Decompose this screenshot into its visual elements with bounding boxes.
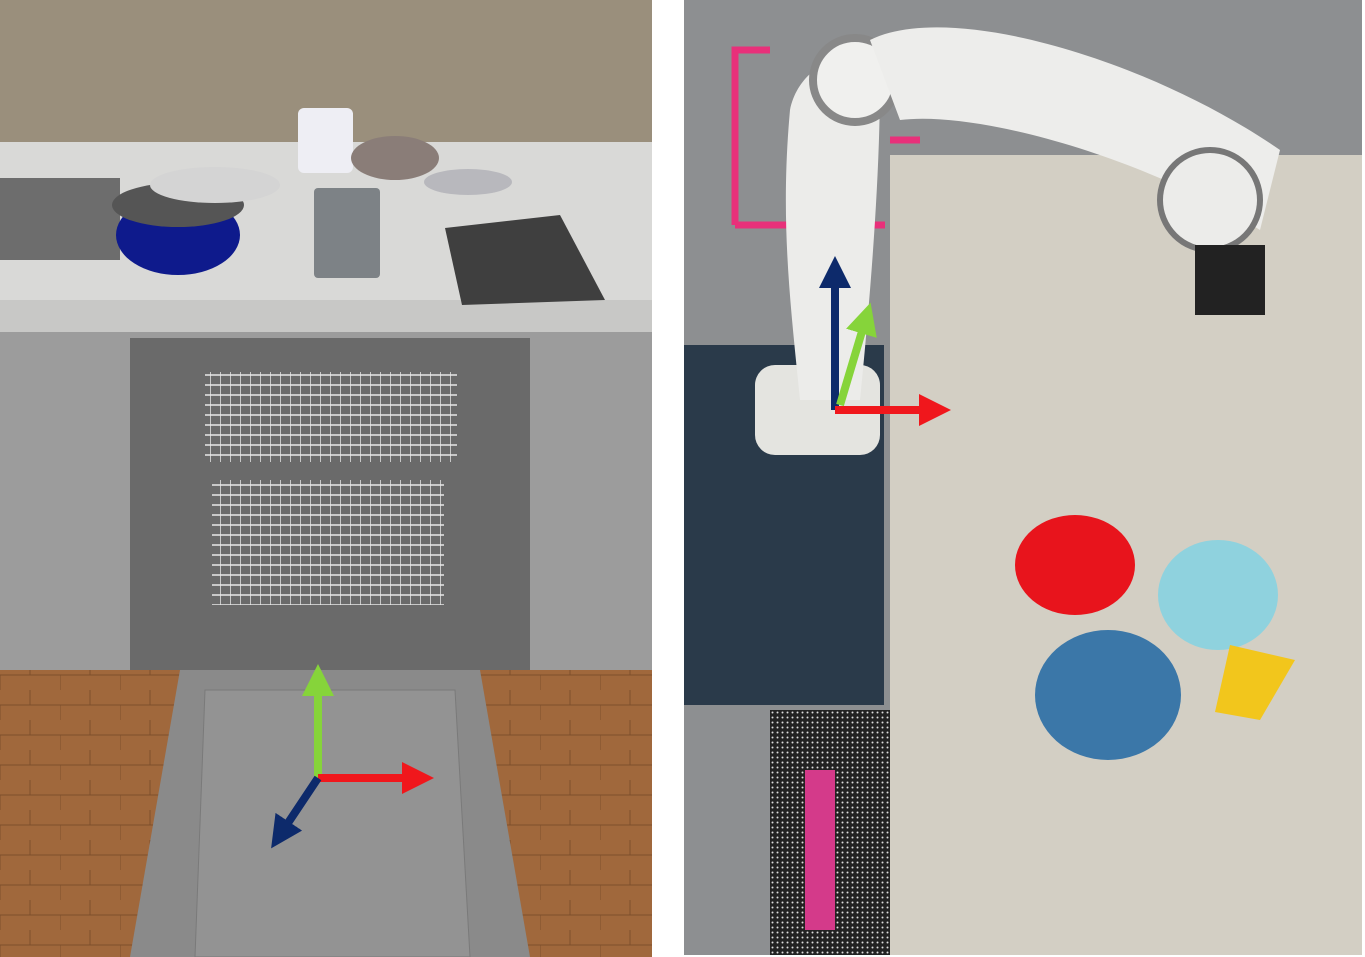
mug xyxy=(298,108,353,173)
y-axis-arrow xyxy=(836,302,877,407)
lower-rack xyxy=(212,480,444,605)
plate xyxy=(424,169,512,195)
sink xyxy=(0,178,120,260)
gray-bowl xyxy=(351,136,439,180)
robot-wrist xyxy=(1157,147,1263,253)
red-bowl xyxy=(1015,515,1135,615)
blue-plate xyxy=(1035,630,1181,760)
gripper xyxy=(1195,245,1265,315)
upper-rack xyxy=(205,372,457,462)
z-axis-arrow xyxy=(271,775,322,849)
cyan-bowl xyxy=(1158,540,1278,650)
plate xyxy=(150,167,280,203)
glass xyxy=(314,188,380,278)
cutting-board xyxy=(445,215,605,305)
counter-edge xyxy=(0,300,652,332)
pink-tray xyxy=(805,770,835,930)
simulation-panel xyxy=(0,0,652,957)
yellow-cup xyxy=(1215,645,1295,720)
real-robot-panel xyxy=(684,0,1362,955)
door-panel xyxy=(194,689,471,957)
